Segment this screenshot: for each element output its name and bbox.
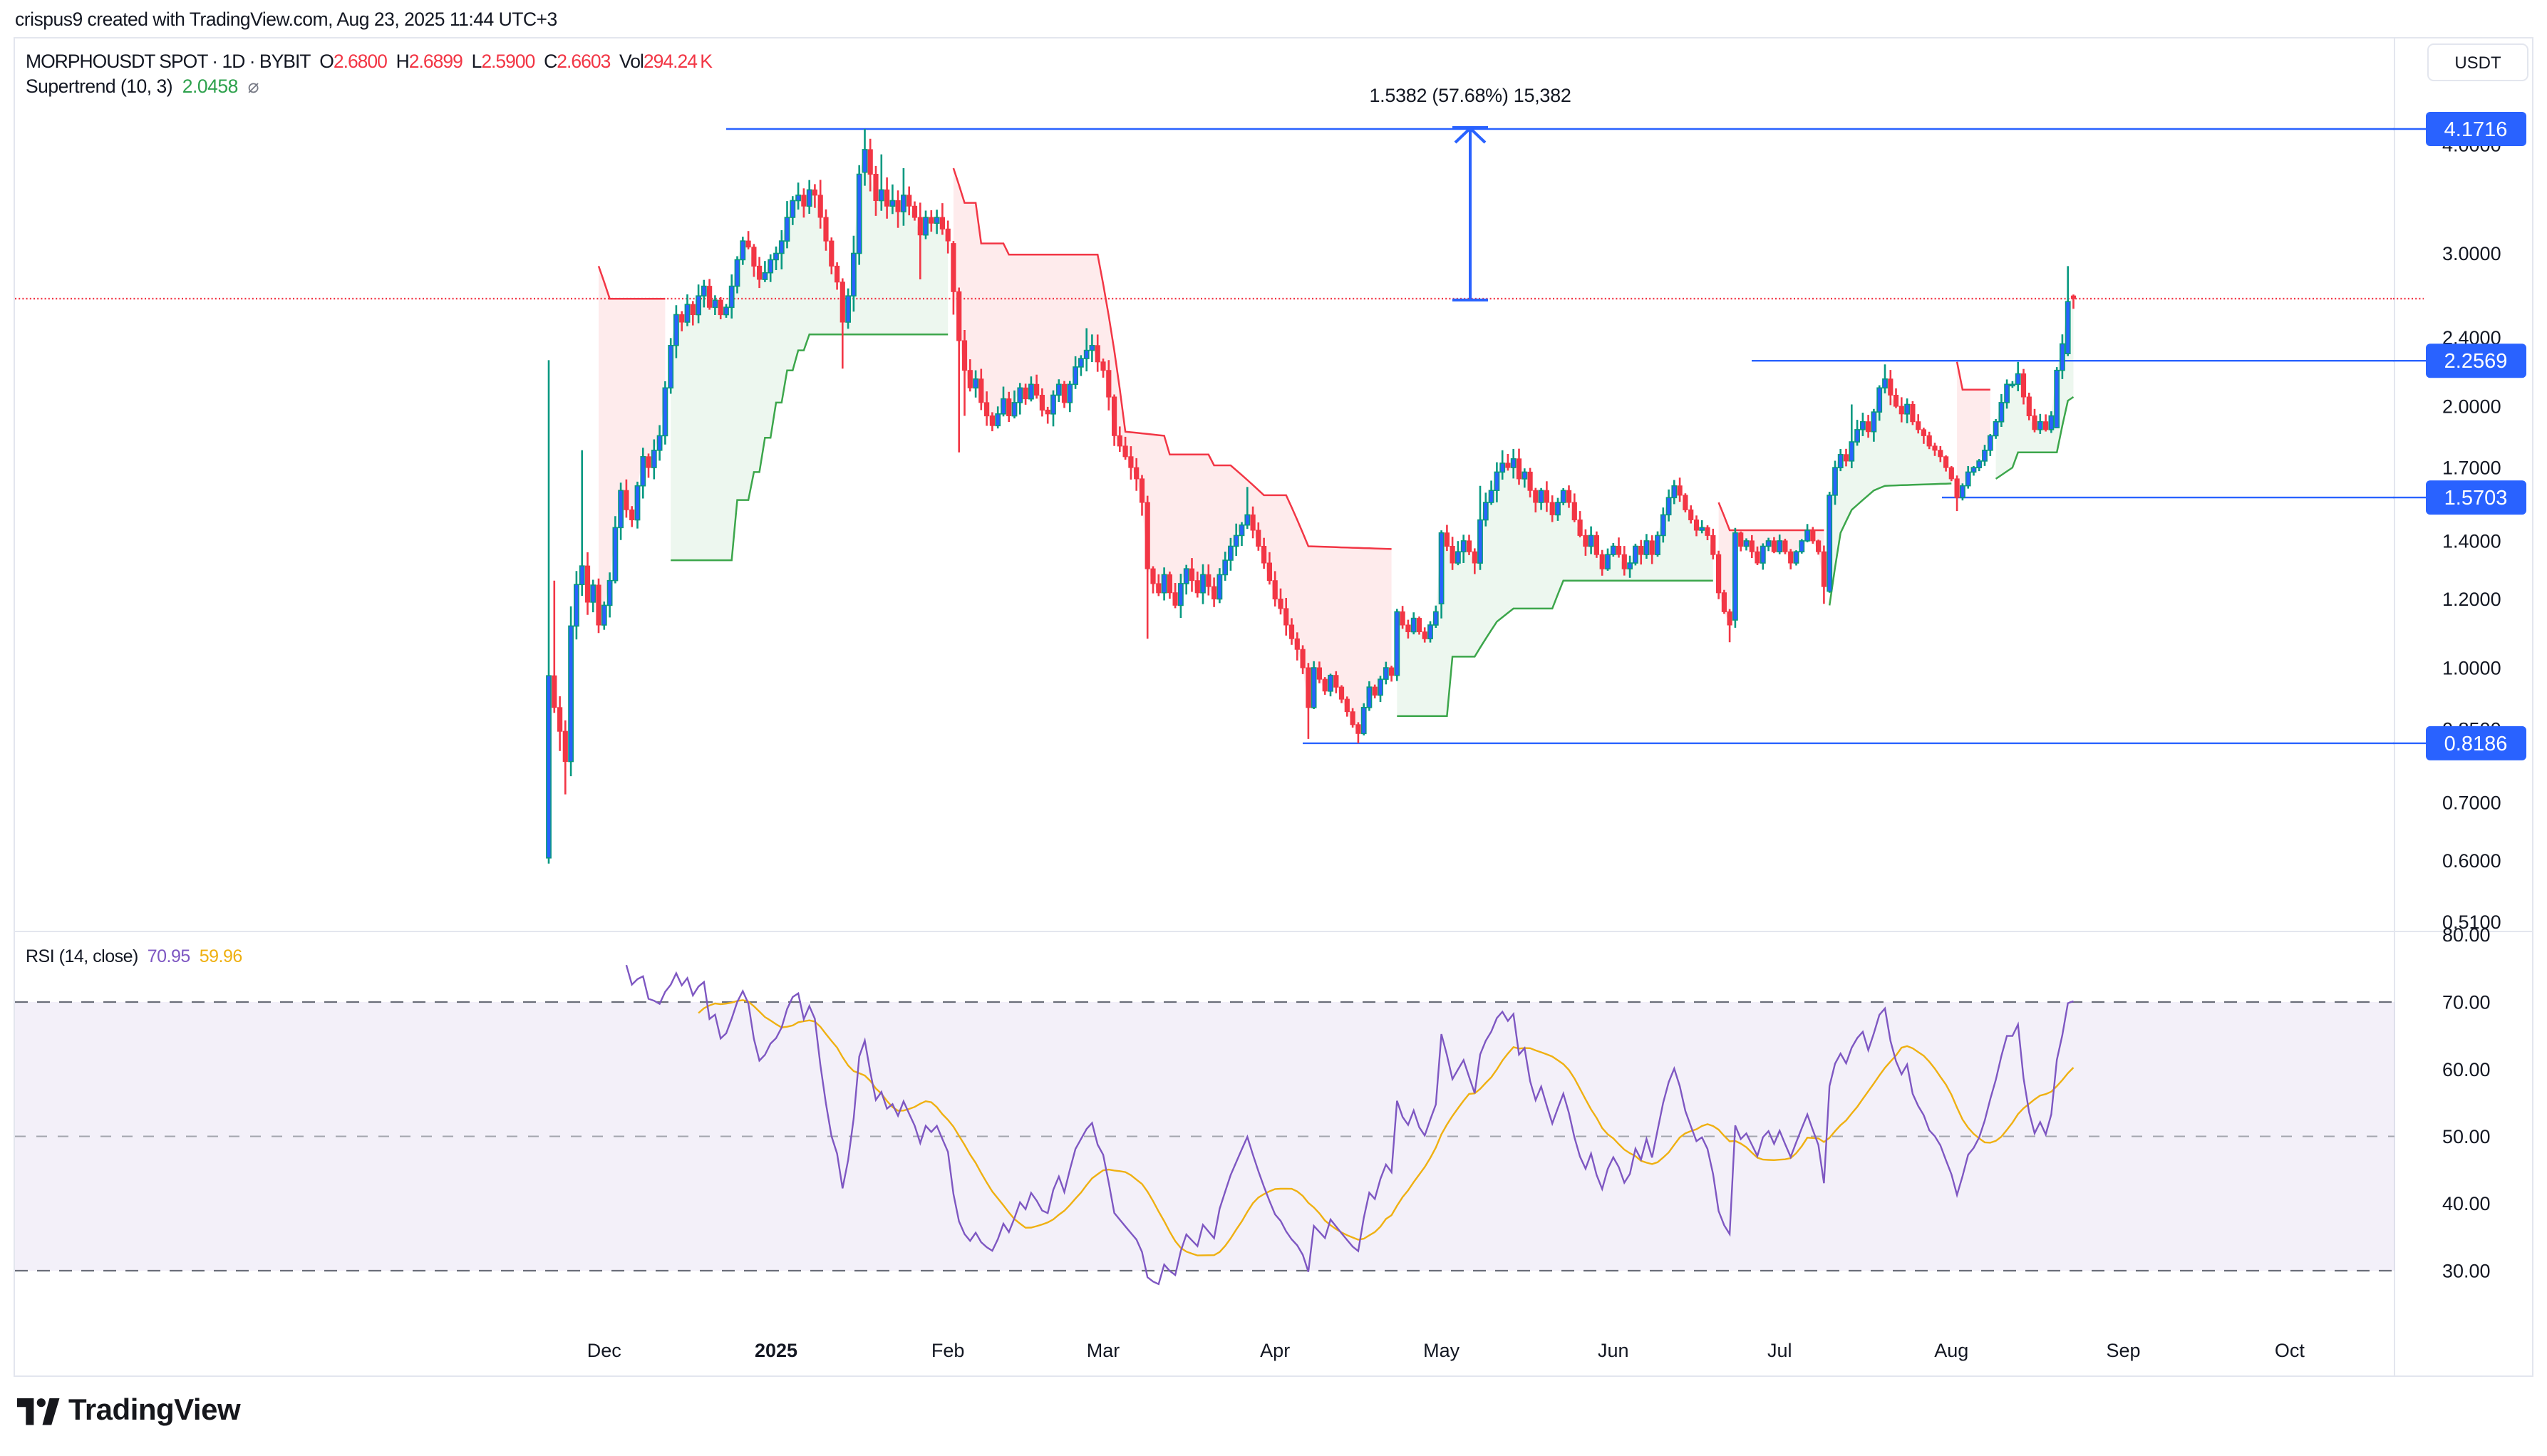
svg-text:2025: 2025 xyxy=(755,1340,797,1361)
svg-text:1.4000: 1.4000 xyxy=(2442,530,2501,552)
svg-text:30.00: 30.00 xyxy=(2442,1261,2491,1282)
svg-text:Feb: Feb xyxy=(931,1340,965,1361)
svg-text:RSI (14, close) 70.95 59.96: RSI (14, close) 70.95 59.96 xyxy=(26,946,242,966)
svg-text:Jul: Jul xyxy=(1767,1340,1792,1361)
svg-text:1.0000: 1.0000 xyxy=(2442,658,2501,679)
svg-text:2.2569: 2.2569 xyxy=(2444,350,2508,373)
svg-text:1.7000: 1.7000 xyxy=(2442,458,2501,479)
svg-text:1.2000: 1.2000 xyxy=(2442,589,2501,610)
svg-text:0.8186: 0.8186 xyxy=(2444,733,2508,755)
svg-text:MORPHOUSDT SPOT · 1D · BYBIT: MORPHOUSDT SPOT · 1D · BYBIT O2.6800 H2.… xyxy=(26,51,713,72)
svg-text:May: May xyxy=(1423,1340,1460,1361)
svg-text:0.7000: 0.7000 xyxy=(2442,792,2501,813)
svg-text:70.00: 70.00 xyxy=(2442,992,2491,1013)
svg-text:Sep: Sep xyxy=(2106,1340,2140,1361)
svg-text:Apr: Apr xyxy=(1260,1340,1290,1361)
svg-text:TradingView: TradingView xyxy=(68,1393,241,1426)
svg-text:Supertrend (10, 3) 2.0458 ⌀: Supertrend (10, 3) 2.0458 ⌀ xyxy=(26,76,259,97)
svg-text:4.1716: 4.1716 xyxy=(2444,118,2508,141)
svg-text:50.00: 50.00 xyxy=(2442,1126,2491,1147)
svg-text:crispus9 created with TradingV: crispus9 created with TradingView.com, A… xyxy=(15,9,557,30)
svg-text:0.6000: 0.6000 xyxy=(2442,850,2501,872)
svg-text:0.5100: 0.5100 xyxy=(2442,912,2501,933)
svg-text:Aug: Aug xyxy=(1934,1340,1968,1361)
svg-text:Jun: Jun xyxy=(1598,1340,1629,1361)
svg-text:60.00: 60.00 xyxy=(2442,1059,2491,1080)
svg-text:1.5703: 1.5703 xyxy=(2444,487,2508,510)
svg-text:1.5382 (57.68%) 15,382: 1.5382 (57.68%) 15,382 xyxy=(1369,85,1571,106)
svg-text:Oct: Oct xyxy=(2275,1340,2305,1361)
svg-text:Dec: Dec xyxy=(587,1340,621,1361)
svg-text:2.0000: 2.0000 xyxy=(2442,396,2501,418)
svg-text:Mar: Mar xyxy=(1087,1340,1120,1361)
svg-text:3.0000: 3.0000 xyxy=(2442,243,2501,264)
svg-text:USDT: USDT xyxy=(2454,53,2501,73)
svg-text:80.00: 80.00 xyxy=(2442,924,2491,946)
svg-text:40.00: 40.00 xyxy=(2442,1193,2491,1214)
